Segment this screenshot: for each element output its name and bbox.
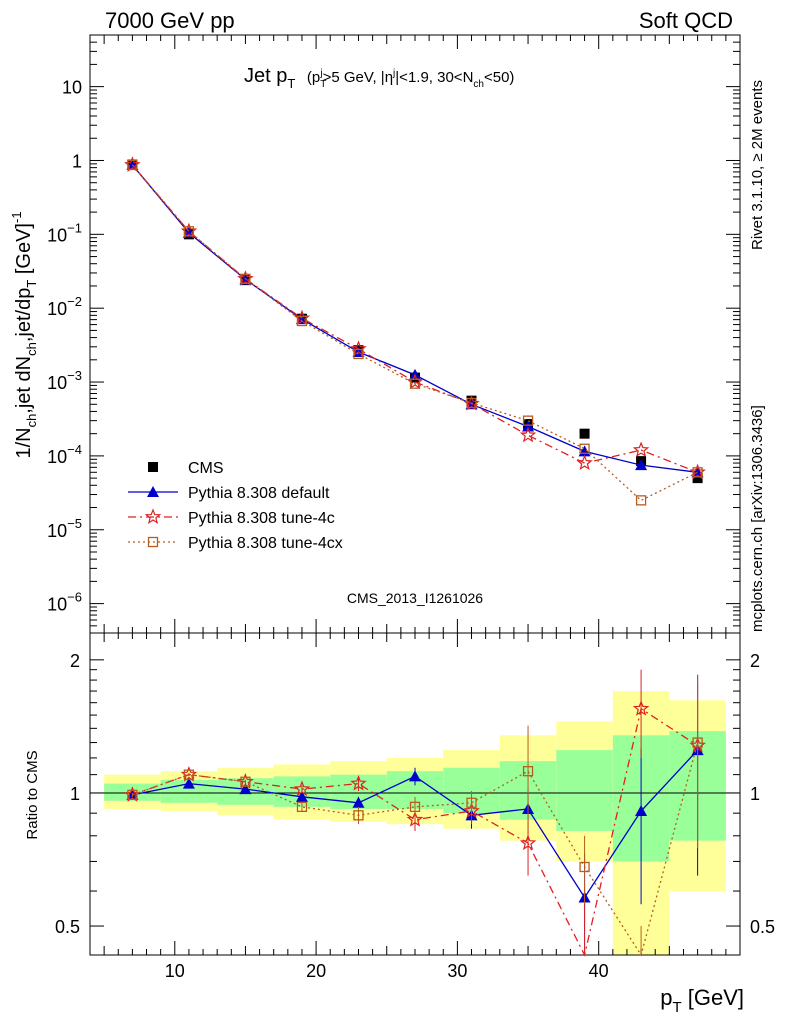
data-point [240,273,251,284]
series-2 [124,156,706,480]
ratio-point [635,805,648,817]
ratio-ytick-label-right: 0.5 [750,917,775,937]
band-green [160,779,218,803]
data-point [522,415,534,426]
ratio-series-2 [127,674,703,957]
xlabel: pT [GeV] [660,985,744,1016]
ratio-point [350,774,367,791]
main-ylabel: 1/Nch,jet dNch,jet/dpT [GeV]-1 [9,211,39,458]
data-point [127,159,138,171]
ratio-line [132,707,698,957]
ratio-point [632,700,650,716]
data-point [522,420,535,432]
legend-marker [144,508,162,525]
ratio-point [409,770,421,782]
ratio-point [295,790,308,802]
data-point [409,378,421,389]
main-ytick-label: 10 [62,78,82,98]
data-point [635,459,648,471]
ratio-point [127,789,138,801]
analysis-watermark: CMS_2013_I1261026 [347,590,483,606]
main-ytick-label: 10−6 [47,590,82,615]
series-3 [127,159,703,506]
series-line [131,164,698,473]
legend-label: Pythia 8.308 default [188,485,330,502]
ratio-point [406,811,424,827]
ratio-point [182,777,195,789]
ratio-point [353,810,364,821]
main-ytick-label: 1 [72,151,82,171]
ratio-point [352,796,365,808]
main-ytick-label: 10−1 [47,220,82,245]
main-title: Jet pT (pTj>5 GeV, |ηj|<1.9, 30<Nch<50) [244,65,514,93]
data-point [353,348,364,360]
x-tick-label: 40 [589,961,609,981]
header-right: Soft QCD [639,8,733,33]
legend-label: Pythia 8.308 tune-4cx [188,535,343,552]
data-point [466,397,477,409]
series-1 [126,158,704,478]
series-line [131,164,698,502]
data-point [579,428,590,439]
ratio-ytick-label: 1 [70,784,80,804]
legend-marker [147,486,159,497]
series-0 [127,159,703,484]
rivet-label: Rivet 3.1.10, ≥ 2M events [749,80,766,250]
main-ytick-label: 10−3 [47,368,82,393]
ratio-ytick-label-right: 2 [750,651,760,671]
ratio-point [519,834,537,851]
ratio-point [579,861,590,873]
legend-marker [147,536,159,548]
ratio-ytick-label: 0.5 [55,917,80,937]
ratio-plot: 10 20 30 40 0.5 0.5 1 1 2 2 [55,632,775,981]
ratio-point [296,801,308,813]
ratio-ytick-label: 2 [70,651,80,671]
ratio-point [466,797,477,808]
data-point [183,226,195,237]
main-ytick-label: 10−4 [47,442,82,467]
data-point [692,473,703,484]
x-tick-label: 20 [306,961,326,981]
ratio-ylabel: Ratio to CMS [24,750,41,839]
x-tick-label: 30 [447,961,467,981]
series-line [131,164,698,473]
data-point [579,443,590,454]
ratio-point [692,737,703,748]
ratio-ytick-label-right: 1 [750,784,760,804]
ratio-line [132,742,699,957]
main-plot: 10−6 10−5 10−4 10−3 10−2 10−1 1 10 [47,34,741,634]
data-point [350,340,367,357]
data-point [635,495,647,506]
data-point [519,426,537,443]
ratio-point [240,776,251,787]
data-point [296,315,308,327]
mcplots-label: mcplots.cern.ch [arXiv:1306.3436] [749,405,766,632]
data-point [576,454,593,471]
main-ytick-label: 10−5 [47,516,82,541]
ratio-point [409,801,421,813]
legend-label: Pythia 8.308 tune-4c [188,510,335,527]
ratio-point [522,766,534,777]
header-left: 7000 GeV pp [105,8,235,33]
ratio-point [239,783,252,795]
legend: CMS Pythia 8.308 default Pythia 8.308 tune… [128,460,343,552]
data-point [632,441,650,458]
legend-marker [148,462,158,472]
ratio-point [293,780,311,797]
legend-label: CMS [188,460,224,477]
main-ytick-label: 10−2 [47,294,82,319]
x-tick-label: 10 [165,961,185,981]
band-green [556,750,613,832]
ratio-point [183,769,195,780]
data-point [692,467,703,478]
